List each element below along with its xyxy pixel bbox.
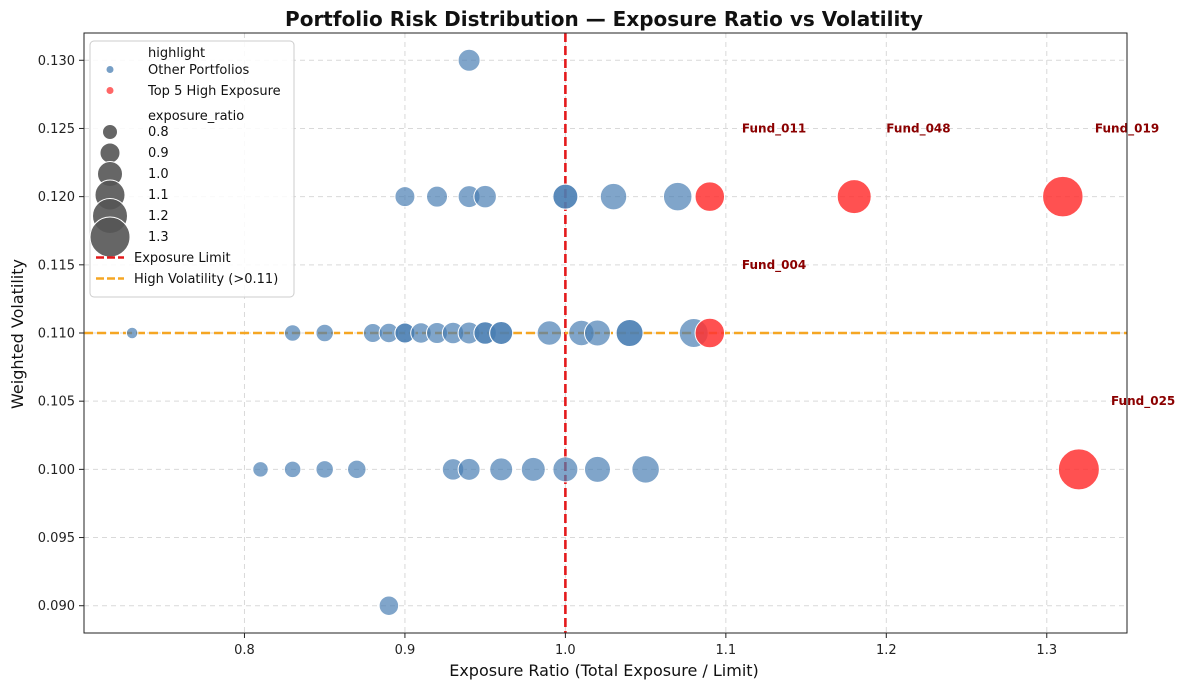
other-portfolio-point [662, 181, 693, 212]
x-tick-label: 1.0 [555, 643, 576, 658]
y-tick-label: 0.120 [38, 190, 75, 205]
other-portfolio-point [489, 457, 514, 482]
other-portfolio-point [315, 323, 334, 343]
other-portfolio-point [125, 326, 139, 340]
top-exposure-point [694, 181, 726, 212]
other-portfolio-point [378, 595, 400, 616]
y-tick-label: 0.110 [38, 327, 75, 342]
y-tick-label: 0.130 [38, 54, 75, 69]
legend: highlight Other Portfolios Top 5 High Expo… [89, 40, 295, 298]
x-tick-label: 1.3 [1036, 643, 1057, 658]
other-portfolio-point [347, 459, 367, 480]
y-tick-label: 0.090 [38, 599, 75, 614]
other-portfolio-point [315, 460, 334, 479]
legend-size-title: exposure_ratio [148, 109, 244, 124]
top-exposure-point [1057, 448, 1100, 491]
y-tick-label: 0.115 [38, 258, 75, 273]
top-exposure-point [836, 179, 872, 215]
y-tick-label: 0.100 [38, 463, 75, 478]
x-tick-label: 1.1 [716, 643, 737, 658]
legend-box [89, 40, 295, 298]
fund-annotation: Fund_011 [742, 121, 806, 136]
other-portfolio-point [552, 183, 579, 210]
other-portfolio-point [583, 455, 611, 483]
other-portfolio-point [489, 321, 514, 345]
chart-title: Portfolio Risk Distribution — Exposure R… [285, 7, 923, 31]
x-axis: 0.8 0.9 1.0 1.1 1.2 1.3 [234, 633, 1057, 658]
other-portfolio-point [457, 457, 481, 481]
legend-line-label: Exposure Limit [134, 251, 231, 266]
y-tick-label: 0.095 [38, 531, 75, 546]
x-tick-label: 0.9 [395, 643, 416, 658]
fund-annotation: Fund_048 [886, 121, 950, 136]
legend-line-label: High Volatility (>0.11) [134, 272, 278, 287]
legend-size-label: 0.8 [148, 125, 169, 140]
other-portfolio-point [426, 185, 449, 208]
legend-size-label: 1.3 [148, 230, 169, 245]
top-exposure-point [1042, 175, 1084, 218]
other-portfolio-point [631, 455, 660, 484]
legend-size-marker [102, 124, 118, 140]
other-portfolio-point [394, 186, 416, 208]
legend-size-label: 0.9 [148, 146, 169, 161]
fund-annotation: Fund_025 [1111, 394, 1175, 409]
y-tick-label: 0.125 [38, 122, 75, 137]
other-portfolio-point [473, 184, 497, 209]
y-axis-label: Weighted Volatility [8, 259, 27, 409]
other-portfolio-point [583, 319, 611, 347]
legend-hue-label: Other Portfolios [148, 63, 250, 78]
other-portfolio-point [615, 319, 644, 347]
x-tick-label: 1.2 [876, 643, 897, 658]
x-tick-label: 0.8 [234, 643, 255, 658]
legend-size-label: 1.2 [148, 209, 169, 224]
y-tick-label: 0.105 [38, 395, 75, 410]
legend-hue-marker [106, 87, 114, 94]
legend-hue-label: Top 5 High Exposure [147, 84, 281, 99]
other-portfolio-point [283, 324, 302, 342]
legend-size-label: 1.0 [148, 167, 169, 182]
other-portfolio-point [599, 182, 628, 211]
legend-size-marker [99, 142, 121, 164]
other-portfolio-point [536, 320, 563, 346]
other-portfolio-point [552, 456, 579, 483]
other-portfolio-point [457, 48, 481, 72]
y-axis: 0.090 0.095 0.100 0.105 0.110 0.115 0.120 0.125… [38, 54, 84, 614]
other-portfolio-point [520, 456, 546, 482]
top-exposure-point [694, 317, 726, 349]
x-axis-label: Exposure Ratio (Total Exposure / Limit) [449, 661, 759, 680]
legend-hue-marker [106, 66, 114, 73]
fund-annotation: Fund_004 [742, 258, 806, 273]
other-portfolio-point [283, 460, 302, 479]
legend-size-marker [89, 216, 131, 258]
other-portfolio-point [252, 461, 269, 478]
legend-size-label: 1.1 [148, 188, 169, 203]
data-points [125, 48, 1100, 616]
legend-hue-title: highlight [148, 46, 205, 61]
